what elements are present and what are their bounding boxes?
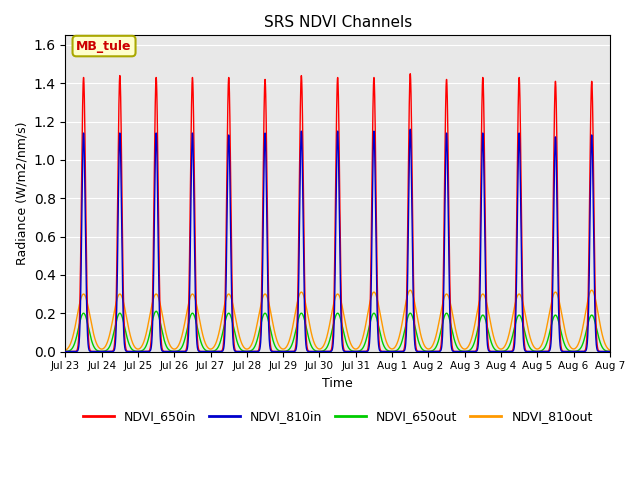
Title: SRS NDVI Channels: SRS NDVI Channels [264, 15, 412, 30]
X-axis label: Time: Time [323, 377, 353, 390]
Legend: NDVI_650in, NDVI_810in, NDVI_650out, NDVI_810out: NDVI_650in, NDVI_810in, NDVI_650out, NDV… [77, 405, 598, 428]
Y-axis label: Radiance (W/m2/nm/s): Radiance (W/m2/nm/s) [15, 121, 28, 265]
Text: MB_tule: MB_tule [76, 39, 132, 53]
